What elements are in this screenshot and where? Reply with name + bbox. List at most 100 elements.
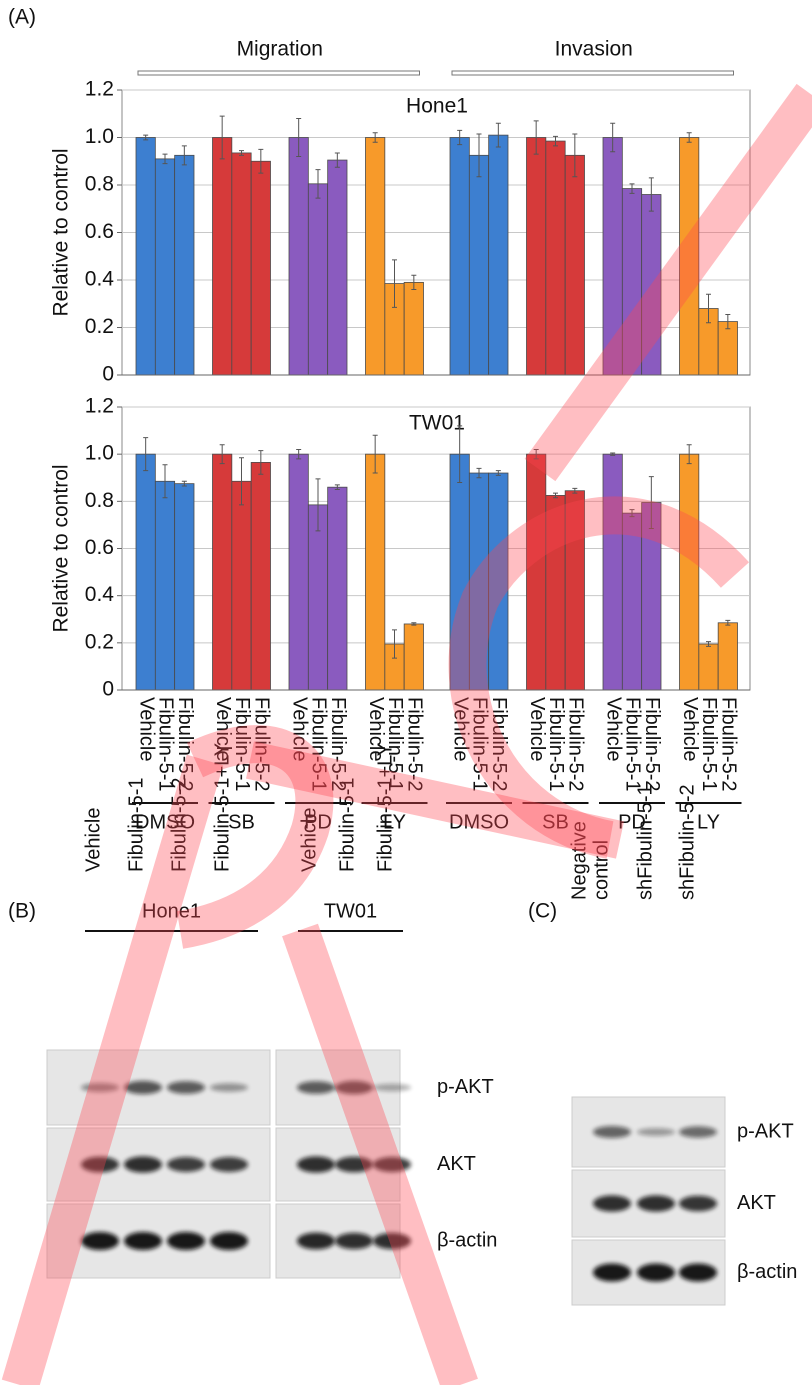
chart-title: TW01 xyxy=(409,412,465,435)
figure: (A) (B) (C) Migration Invasion 0 0.2 0.4 0.6 0… xyxy=(0,0,812,1385)
panel-label: (C) xyxy=(528,900,557,923)
row-label: β-actin xyxy=(737,1261,797,1283)
x-tick-label: Vehicle xyxy=(135,697,157,762)
bar xyxy=(718,623,737,690)
bar xyxy=(328,160,347,375)
y-tick-label: 0.8 xyxy=(85,173,114,196)
x-tick-label: Vehicle xyxy=(679,697,701,762)
x-tick-label: Fibulin-5-1 xyxy=(155,697,177,791)
y-tick-label: 0.8 xyxy=(85,489,114,512)
x-tick-label: Fibulin-5-2 xyxy=(641,697,663,791)
page: (A) (B) (C) Migration Invasion 0 0.2 0.4 0.6 0… xyxy=(0,0,812,1385)
section-label: Migration xyxy=(237,38,323,61)
lane-label: shFibulin-5-2 xyxy=(676,784,698,900)
section-label: Invasion xyxy=(555,38,633,61)
y-tick-label: 0.2 xyxy=(85,315,114,338)
blot-band xyxy=(637,1195,675,1211)
y-tick-label: 0 xyxy=(102,363,114,386)
x-tick-label: Fibulin-5-1 xyxy=(545,697,567,791)
bar xyxy=(136,138,155,376)
blot-band xyxy=(81,1232,119,1250)
y-tick-label: 1.0 xyxy=(85,442,114,465)
bar xyxy=(213,454,232,690)
blot-band xyxy=(297,1233,335,1250)
blot-band xyxy=(679,1126,717,1137)
row-label: AKT xyxy=(437,1153,476,1175)
x-tick-label: Fibulin-5-1 xyxy=(622,697,644,791)
bar xyxy=(680,454,699,690)
blot-band xyxy=(210,1083,248,1091)
y-axis-label: Relative to control xyxy=(50,464,73,632)
bar xyxy=(718,322,737,375)
blot-band xyxy=(167,1081,205,1094)
blot-band xyxy=(373,1084,411,1091)
blot-band xyxy=(167,1157,205,1172)
bar xyxy=(308,184,327,375)
bar xyxy=(175,155,194,375)
section-bracket xyxy=(452,71,734,75)
blot-band xyxy=(593,1126,631,1138)
bar xyxy=(289,454,308,690)
bar xyxy=(565,155,584,375)
blot-band xyxy=(297,1156,335,1172)
bar xyxy=(213,138,232,376)
bar xyxy=(527,138,546,376)
blot-band xyxy=(593,1264,631,1282)
blot-title: TW01 xyxy=(324,900,377,922)
row-label: p-AKT xyxy=(437,1076,494,1098)
panel-label: (B) xyxy=(8,900,36,923)
x-tick-label: Fibulin-5-2 xyxy=(565,697,587,791)
group-label: LY xyxy=(697,811,720,833)
bar xyxy=(155,481,174,690)
bar xyxy=(366,138,385,376)
section-bracket xyxy=(138,71,420,75)
y-axis-label: Relative to control xyxy=(50,148,73,316)
y-tick-label: 0.2 xyxy=(85,630,114,653)
y-tick-label: 0.6 xyxy=(85,536,114,559)
blot-band xyxy=(124,1232,162,1250)
chart-title: Hone1 xyxy=(406,95,468,118)
bar xyxy=(232,153,251,375)
bar xyxy=(404,624,423,690)
bar xyxy=(622,513,641,690)
lane-label: Vehicle xyxy=(82,808,104,873)
x-tick-label: Vehicle xyxy=(526,697,548,762)
bar xyxy=(469,155,488,375)
y-tick-label: 0.6 xyxy=(85,220,114,243)
bar xyxy=(404,282,423,375)
x-tick-label: Fibulin-5-1 xyxy=(698,697,720,791)
row-label: AKT xyxy=(737,1192,776,1214)
row-label: p-AKT xyxy=(737,1120,794,1142)
bar xyxy=(136,454,155,690)
blot-band xyxy=(679,1264,717,1282)
blot-band xyxy=(124,1156,162,1172)
x-tick-label: Fibulin-5-2 xyxy=(718,697,740,791)
bar xyxy=(289,138,308,376)
bar xyxy=(366,454,385,690)
bar xyxy=(175,484,194,690)
blot-band xyxy=(124,1081,162,1094)
blot-band xyxy=(210,1232,248,1250)
blot-band xyxy=(637,1128,675,1136)
y-tick-label: 1.0 xyxy=(85,125,114,148)
bar xyxy=(699,644,718,690)
blot-band xyxy=(679,1196,717,1212)
bar xyxy=(155,159,174,375)
blot-band xyxy=(637,1264,675,1282)
panel-label: (A) xyxy=(8,6,36,29)
blot-band xyxy=(335,1233,373,1249)
y-tick-label: 1.2 xyxy=(85,395,114,418)
bar xyxy=(603,454,622,690)
x-tick-label: Vehicle xyxy=(602,697,624,762)
y-tick-label: 1.2 xyxy=(85,78,114,101)
bar xyxy=(308,505,327,690)
lane-label: shFibulin-5-1 xyxy=(634,784,656,900)
bar xyxy=(328,487,347,690)
y-tick-label: 0.4 xyxy=(85,583,115,606)
bar xyxy=(450,138,469,376)
bar xyxy=(251,161,270,375)
blot-band xyxy=(167,1232,205,1250)
y-tick-label: 0 xyxy=(102,678,114,701)
blot-band xyxy=(593,1195,631,1211)
bar xyxy=(232,481,251,690)
